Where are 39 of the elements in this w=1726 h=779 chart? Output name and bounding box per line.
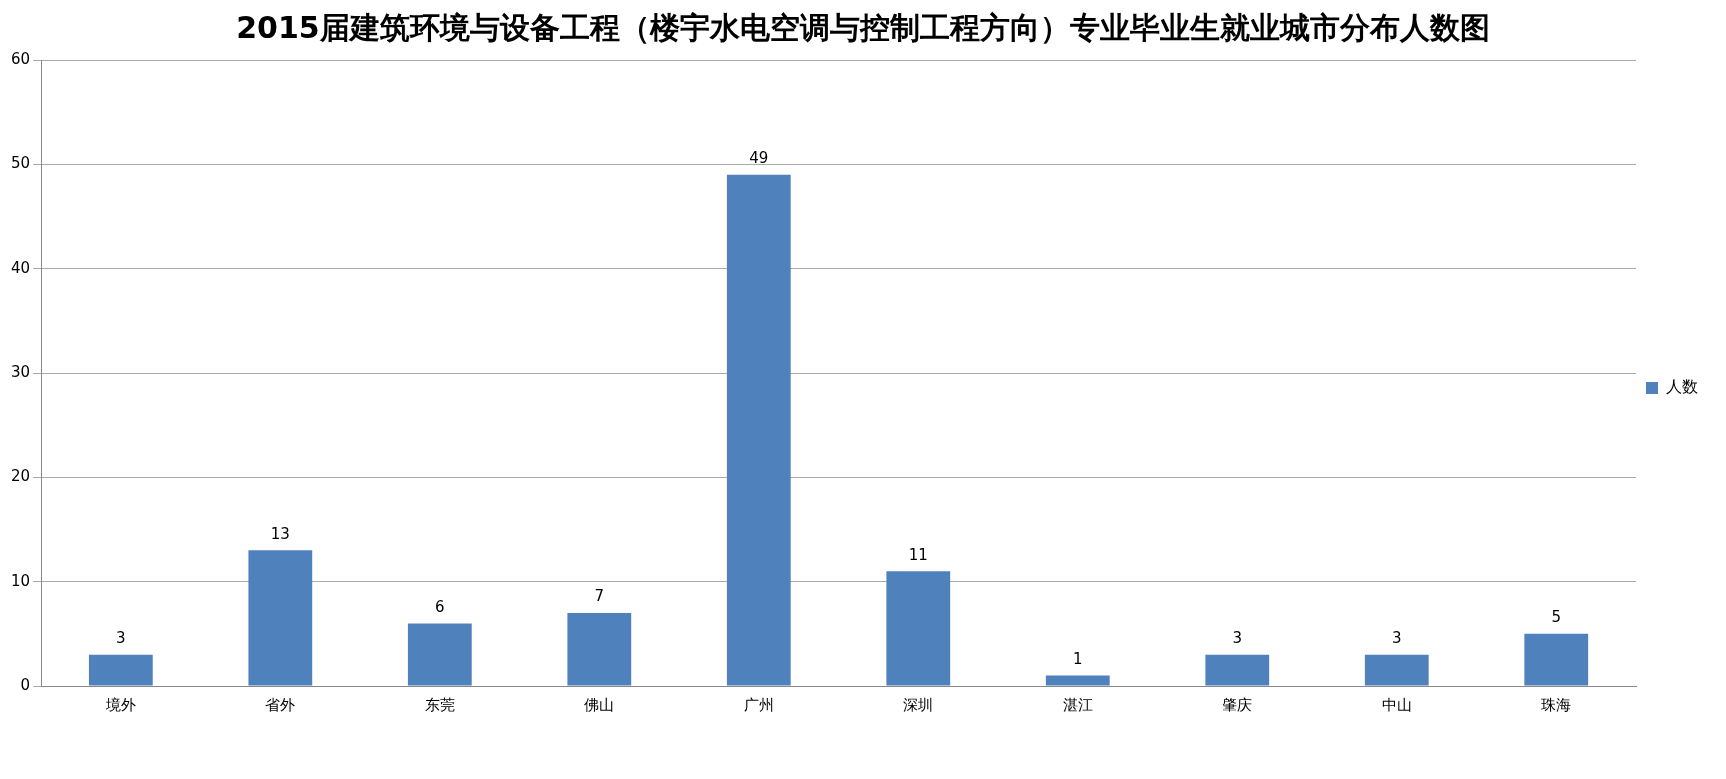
bar (407, 623, 472, 686)
y-tick-label: 50 (10, 154, 31, 173)
bar (726, 174, 791, 686)
bar (248, 550, 313, 686)
x-tick-label: 肇庆 (1222, 695, 1253, 714)
y-tick-label: 60 (10, 49, 31, 68)
chart-title: 2015届建筑环境与设备工程（楼宇水电空调与控制工程方向）专业毕业生就业城市分布人数图 (235, 9, 1491, 47)
x-tick-label: 广州 (743, 695, 774, 714)
data-label: 3 (1232, 629, 1243, 648)
bar (1524, 633, 1589, 686)
data-label: 5 (1551, 608, 1562, 627)
x-tick-label: 境外 (104, 695, 136, 714)
y-tick-label: 20 (10, 467, 31, 486)
data-label: 7 (594, 587, 605, 606)
data-label: 11 (908, 545, 928, 564)
bar (1045, 675, 1110, 686)
data-label: 49 (749, 149, 769, 168)
bar (886, 571, 951, 686)
x-tick-label: 佛山 (584, 695, 615, 714)
legend-label: 人数 (1666, 377, 1698, 397)
bar (1205, 654, 1270, 686)
data-label: 1 (1073, 649, 1083, 668)
x-tick-label: 省外 (265, 695, 296, 714)
x-tick-label: 中山 (1381, 695, 1412, 714)
data-label: 3 (1391, 629, 1402, 648)
x-tick-label: 深圳 (903, 695, 934, 714)
bar (88, 654, 153, 686)
bar (1364, 654, 1429, 686)
data-label: 6 (435, 597, 445, 616)
y-tick-label: 0 (20, 675, 31, 694)
bar (567, 612, 632, 686)
x-tick-label: 东莞 (424, 695, 455, 714)
y-tick-label: 40 (10, 258, 31, 277)
x-tick-label: 湛江 (1062, 695, 1093, 714)
y-tick-label: 10 (10, 571, 31, 590)
data-label: 3 (116, 629, 126, 648)
data-label: 13 (270, 524, 290, 543)
x-tick-label: 珠海 (1541, 695, 1572, 714)
y-tick-label: 30 (10, 362, 31, 381)
